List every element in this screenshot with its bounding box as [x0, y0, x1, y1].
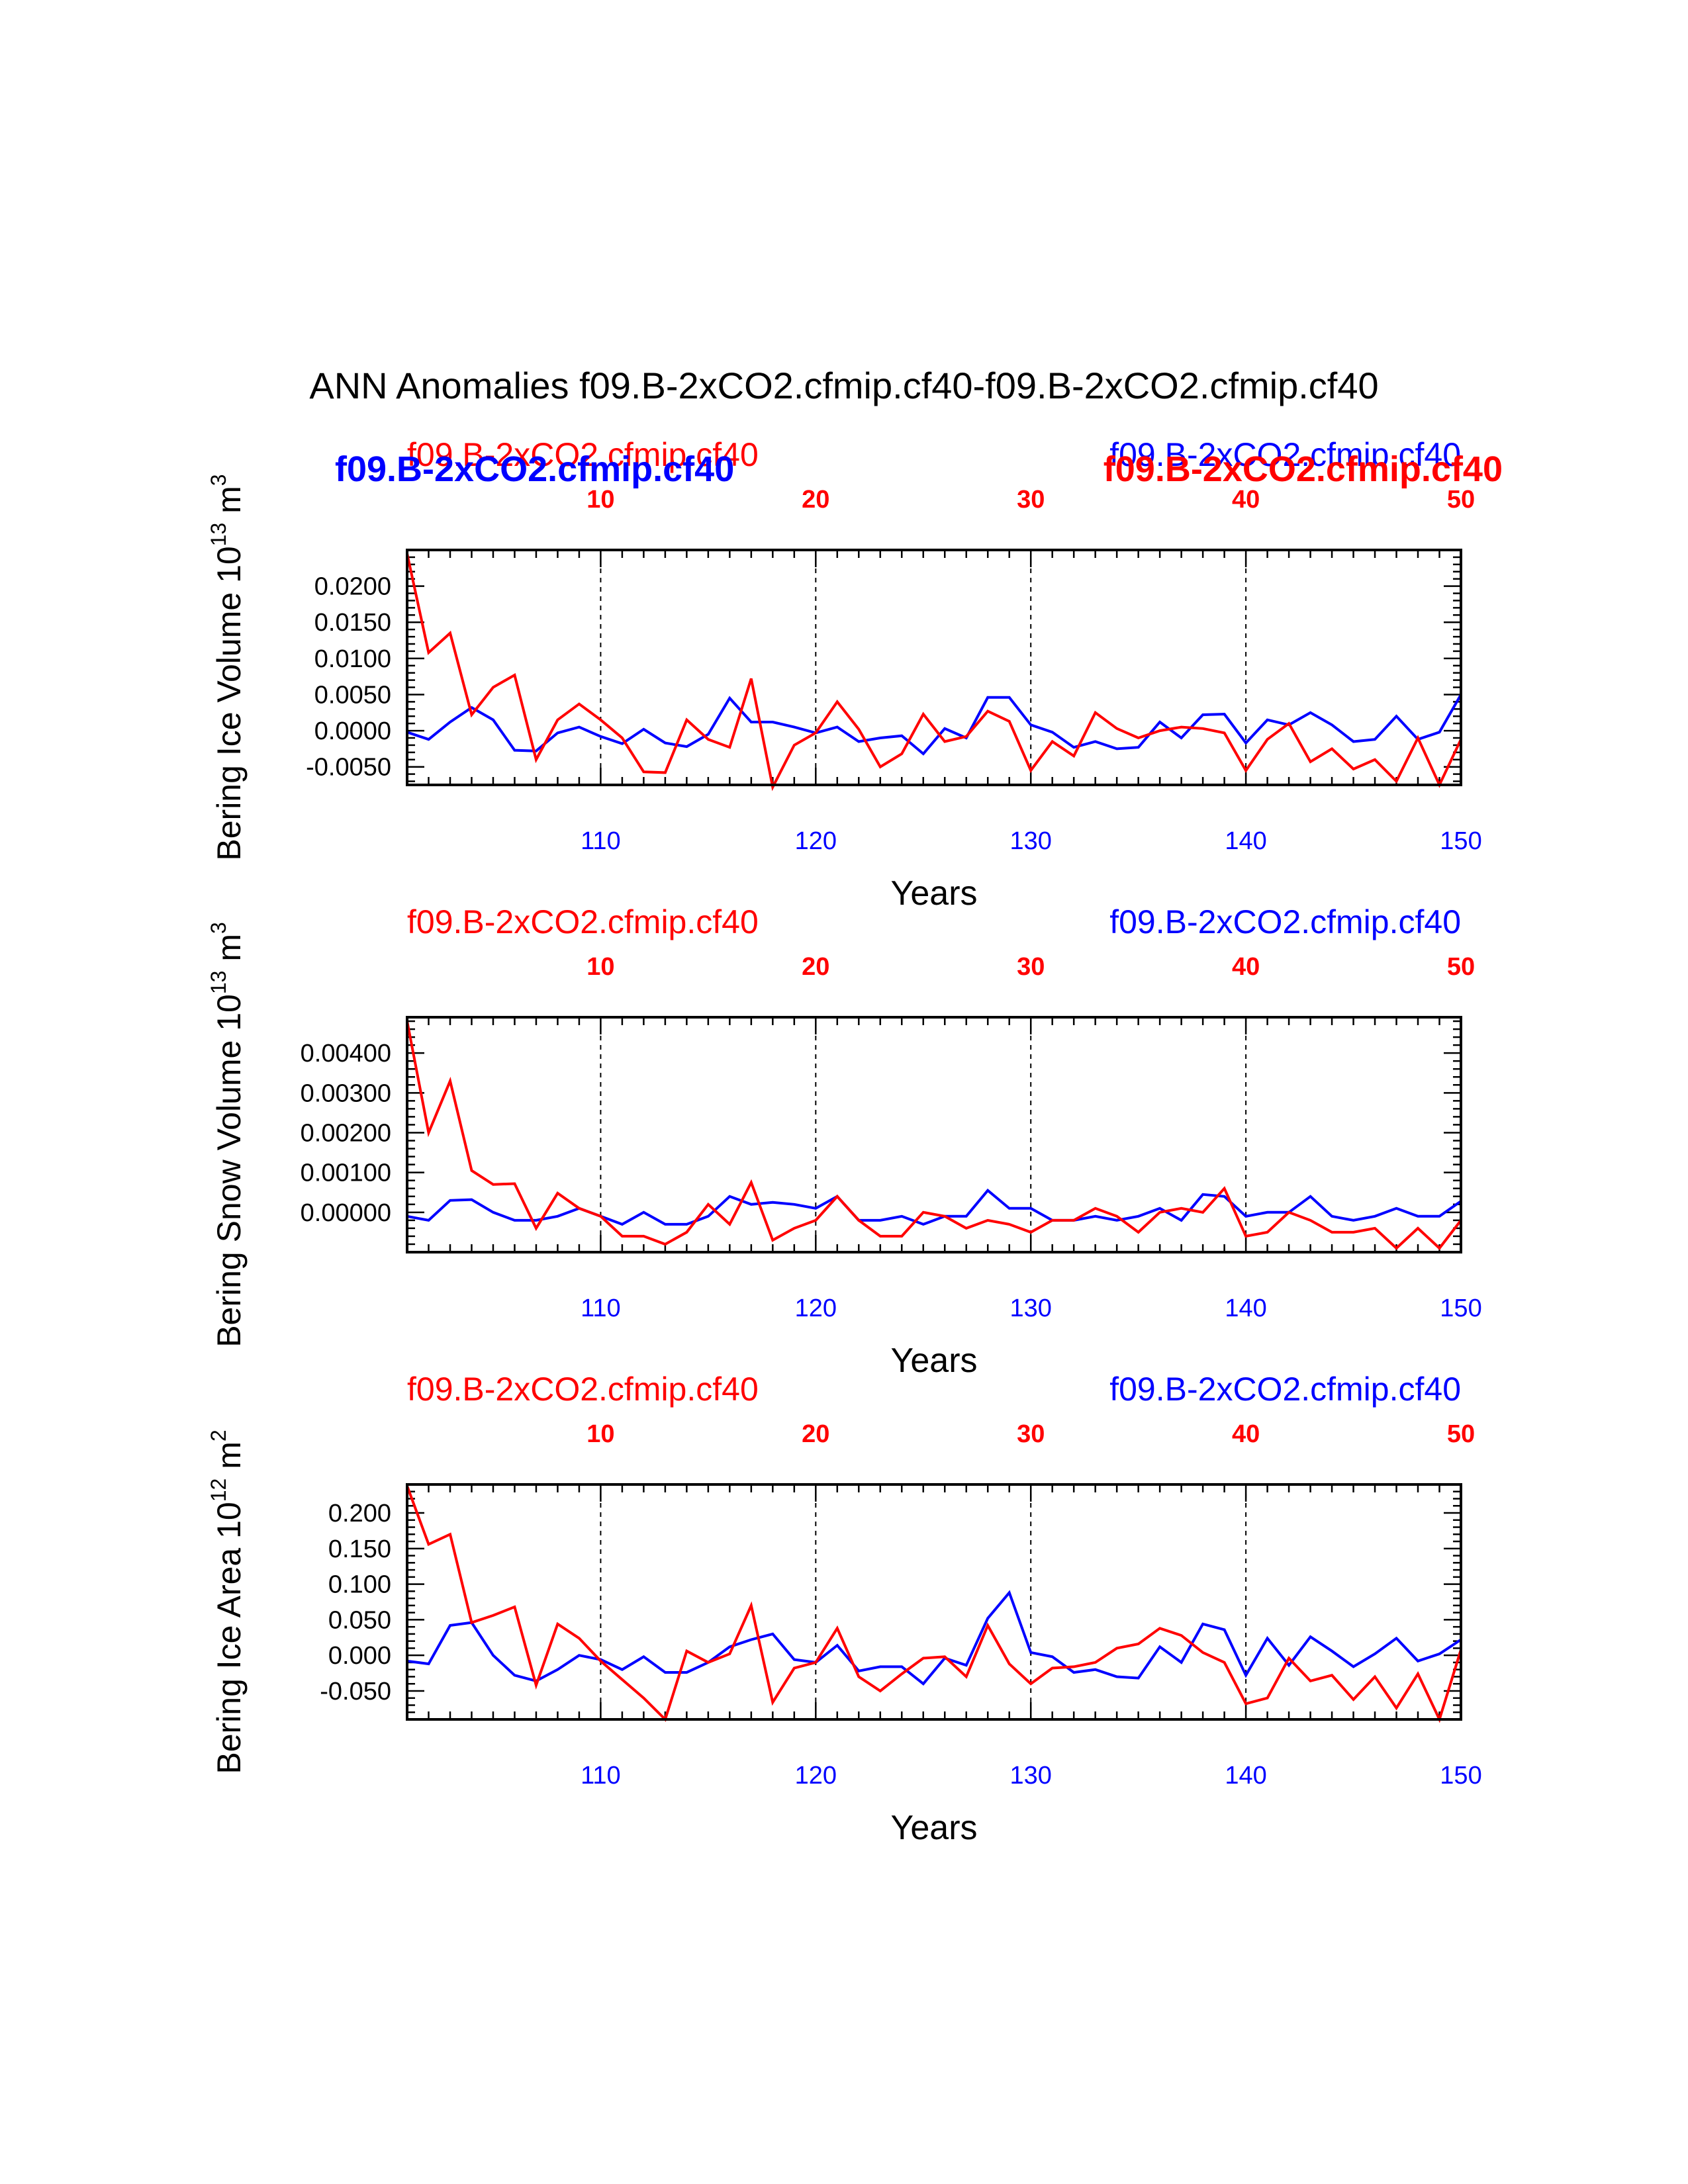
bottom-tick-label: 110	[581, 1295, 621, 1322]
top-tick-label: 40	[1232, 1420, 1260, 1448]
bottom-tick-label: 150	[1440, 1762, 1481, 1790]
y-tick-label: 0.0100	[314, 645, 391, 673]
bottom-tick-label: 120	[795, 1762, 837, 1790]
right-series-title-bold: f09.B-2xCO2.cfmip.cf40	[1103, 449, 1503, 489]
top-tick-label: 10	[586, 486, 614, 514]
y-axis-label-unit: m	[211, 1441, 248, 1479]
top-tick-label: 10	[586, 1420, 614, 1448]
y-tick-label: 0.050	[328, 1606, 391, 1634]
series-line-red	[406, 553, 1462, 792]
y-axis-label: Bering Snow Volume 1013 m3	[207, 922, 248, 1347]
right-series-title: f09.B-2xCO2.cfmip.cf40	[1109, 903, 1461, 940]
top-tick-label: 30	[1017, 486, 1045, 514]
y-axis-label-unit: m	[211, 934, 248, 971]
series-line-red	[406, 1021, 1462, 1250]
x-axis-label: Years	[890, 1809, 977, 1847]
y-tick-label: 0.0000	[314, 717, 391, 745]
bottom-tick-label: 130	[1010, 1295, 1052, 1322]
y-axis-label-unit-exponent: 2	[207, 1430, 230, 1441]
top-tick-label: 40	[1232, 953, 1260, 981]
y-axis-label-text: Bering Snow Volume 10	[211, 994, 248, 1347]
top-tick-label: 30	[1017, 953, 1045, 981]
top-tick-label: 20	[802, 953, 829, 981]
panel-1: 0.0200 0.0150 0.0100 0.0050 0.0000 -0.0050 10 2…	[207, 436, 1503, 913]
plot-frame	[406, 1016, 1462, 1253]
bottom-tick-label: 150	[1440, 827, 1481, 855]
bottom-tick-label: 140	[1225, 1762, 1266, 1790]
series-line-blue	[406, 1188, 1462, 1226]
y-tick-label: 0.00000	[301, 1199, 391, 1227]
y-axis-label-exponent: 13	[207, 971, 230, 995]
top-tick-label: 20	[802, 1420, 829, 1448]
panel-2: 0.00400 0.00300 0.00200 0.00100 0.00000 10 20 3…	[207, 903, 1482, 1380]
bottom-tick-label: 120	[795, 1295, 837, 1322]
y-tick-label: 0.00300	[301, 1079, 391, 1107]
y-tick-label: 0.150	[328, 1535, 391, 1563]
right-series-title: f09.B-2xCO2.cfmip.cf40	[1109, 436, 1461, 473]
y-axis-label-unit-exponent: 3	[207, 922, 230, 934]
y-axis-label-unit-exponent: 3	[207, 474, 230, 486]
y-axis-label-text: Bering Ice Area 10	[211, 1502, 248, 1774]
y-tick-label: -0.050	[320, 1678, 391, 1706]
series-line-blue	[406, 1590, 1462, 1686]
y-axis-label-exponent: 13	[207, 523, 230, 547]
x-axis-label: Years	[890, 874, 977, 913]
top-tick-label: 50	[1447, 1420, 1475, 1448]
y-tick-label: -0.0050	[306, 754, 391, 782]
y-tick-label: 0.0200	[314, 573, 391, 601]
top-tick-label: 50	[1447, 486, 1475, 514]
series-line-blue	[406, 694, 1462, 756]
panel-3: 0.200 0.150 0.100 0.050 0.000 -0.050 10 20 30 40 5…	[207, 1371, 1482, 1847]
y-axis-label-unit: m	[211, 486, 248, 523]
y-tick-label: 0.100	[328, 1571, 391, 1599]
y-axis-label-text: Bering Ice Volume 10	[211, 546, 248, 860]
left-series-title: f09.B-2xCO2.cfmip.cf40	[407, 436, 759, 473]
y-tick-label: 0.200	[328, 1500, 391, 1527]
top-tick-label: 30	[1017, 1420, 1045, 1448]
bottom-tick-label: 110	[581, 1762, 621, 1790]
x-axis-label: Years	[890, 1342, 977, 1380]
right-series-title: f09.B-2xCO2.cfmip.cf40	[1109, 1371, 1461, 1408]
y-tick-label: 0.000	[328, 1642, 391, 1670]
plot-frame	[406, 1483, 1462, 1721]
left-series-title: f09.B-2xCO2.cfmip.cf40	[407, 1371, 759, 1408]
left-series-title: f09.B-2xCO2.cfmip.cf40	[407, 903, 759, 940]
y-tick-label: 0.0050	[314, 681, 391, 709]
top-tick-label: 50	[1447, 953, 1475, 981]
y-axis-label: Bering Ice Volume 1013 m3	[207, 474, 248, 860]
figure-title: ANN Anomalies f09.B-2xCO2.cfmip.cf40-f09…	[309, 365, 1378, 406]
y-axis-label: Bering Ice Area 1012 m2	[207, 1430, 248, 1774]
bottom-tick-label: 120	[795, 827, 837, 855]
top-tick-label: 10	[586, 953, 614, 981]
bottom-tick-label: 140	[1225, 1295, 1266, 1322]
top-tick-label: 40	[1232, 486, 1260, 514]
y-tick-label: 0.00200	[301, 1119, 391, 1147]
bottom-tick-label: 130	[1010, 827, 1052, 855]
top-tick-label: 20	[802, 486, 829, 514]
y-tick-label: 0.0150	[314, 609, 391, 637]
bottom-tick-label: 140	[1225, 827, 1266, 855]
bottom-tick-label: 130	[1010, 1762, 1052, 1790]
bottom-tick-label: 110	[581, 827, 621, 855]
bottom-tick-label: 150	[1440, 1295, 1481, 1322]
y-tick-label: 0.00400	[301, 1040, 391, 1068]
series-line-red	[406, 1485, 1462, 1723]
plot-frame	[406, 549, 1462, 786]
y-tick-label: 0.00100	[301, 1160, 391, 1187]
y-axis-label-exponent: 12	[207, 1479, 230, 1502]
left-series-title-bold: f09.B-2xCO2.cfmip.cf40	[335, 449, 734, 489]
